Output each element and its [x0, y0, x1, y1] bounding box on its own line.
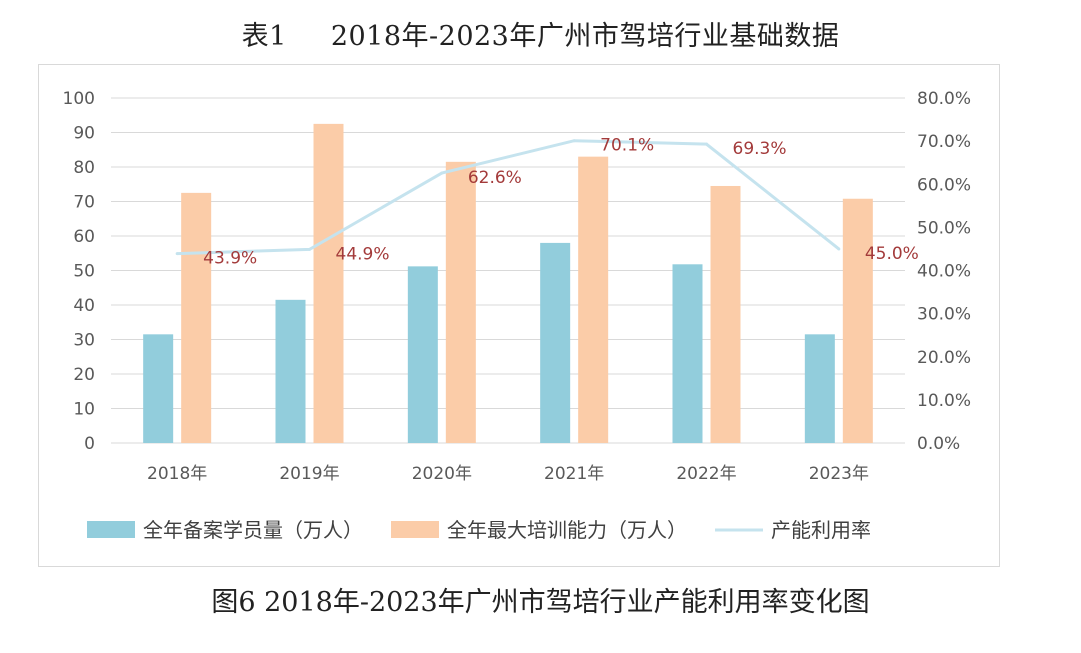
y-left-tick-label: 0 [84, 434, 95, 454]
y-left-tick-label: 30 [73, 331, 95, 351]
bar [710, 185, 741, 443]
y-left-tick-label: 40 [73, 296, 95, 316]
y-right-tick-label: 80.0% [917, 89, 971, 109]
utilization-line [177, 139, 840, 256]
line-point [440, 171, 444, 175]
bar [842, 198, 873, 443]
bar [407, 266, 438, 443]
figure-caption: 图6 2018年-2023年广州市驾培行业产能利用率变化图 [211, 587, 870, 618]
data-label: 69.3% [733, 139, 787, 159]
y-left-tick-label: 90 [73, 124, 95, 144]
x-tick-label: 2020年 [412, 464, 472, 484]
y-left-tick-label: 80 [73, 158, 95, 178]
data-label: 45.0% [865, 244, 919, 264]
legend-label: 全年备案学员量（万人） [143, 518, 363, 542]
table-title: 表1 2018年-2023年广州市驾培行业基础数据 [0, 14, 1081, 53]
x-tick-label: 2018年 [147, 464, 207, 484]
data-label: 70.1% [600, 136, 654, 156]
x-tick-label: 2019年 [279, 464, 339, 484]
bar [540, 242, 571, 443]
x-tick-label: 2021年 [544, 464, 604, 484]
y-right-tick-label: 30.0% [917, 305, 971, 325]
bar [672, 264, 703, 443]
y-left-tick-label: 10 [73, 400, 95, 420]
bar [181, 192, 212, 443]
y-left-tick-label: 70 [73, 193, 95, 213]
bar [804, 334, 835, 443]
bar [445, 161, 476, 443]
y-left-tick-label: 50 [73, 262, 95, 282]
y-left-tick-label: 60 [73, 227, 95, 247]
y-right-tick-label: 70.0% [917, 132, 971, 152]
bar [578, 156, 609, 443]
y-left-tick-label: 100 [63, 89, 95, 109]
line-point [308, 247, 311, 251]
data-label: 62.6% [468, 168, 522, 188]
y-right-tick-label: 40.0% [917, 262, 971, 282]
data-label: 43.9% [203, 249, 257, 269]
x-tick-label: 2022年 [676, 464, 736, 484]
y-left-tick-label: 20 [73, 365, 95, 385]
legend-label: 产能利用率 [771, 518, 871, 542]
y-right-tick-label: 0.0% [917, 434, 960, 454]
legend-swatch [391, 521, 439, 538]
legend-swatch [87, 521, 135, 538]
line-point [572, 139, 576, 143]
y-right-tick-label: 50.0% [917, 218, 971, 238]
x-tick-label: 2023年 [809, 464, 869, 484]
bar [313, 123, 344, 443]
combo-chart: 0 10 20 30 40 50 60 70 80 90 100 0.0% 10.0% 20.0% 30.0… [63, 89, 971, 542]
y-right-tick-label: 20.0% [917, 348, 971, 368]
line-point [705, 142, 708, 146]
bar [275, 299, 306, 443]
line-point [837, 247, 841, 251]
data-label: 44.9% [336, 244, 390, 264]
line-point [175, 252, 179, 256]
y-right-tick-label: 60.0% [917, 175, 971, 195]
table-title-text: 2018年-2023年广州市驾培行业基础数据 [330, 21, 840, 52]
table-label: 表1 [241, 21, 287, 52]
bar [143, 334, 174, 443]
legend-label: 全年最大培训能力（万人） [447, 518, 687, 542]
y-right-tick-label: 10.0% [917, 391, 971, 411]
chart-frame: 0 10 20 30 40 50 60 70 80 90 100 0.0% 10.0% 20.0% 30.0… [38, 64, 1000, 567]
